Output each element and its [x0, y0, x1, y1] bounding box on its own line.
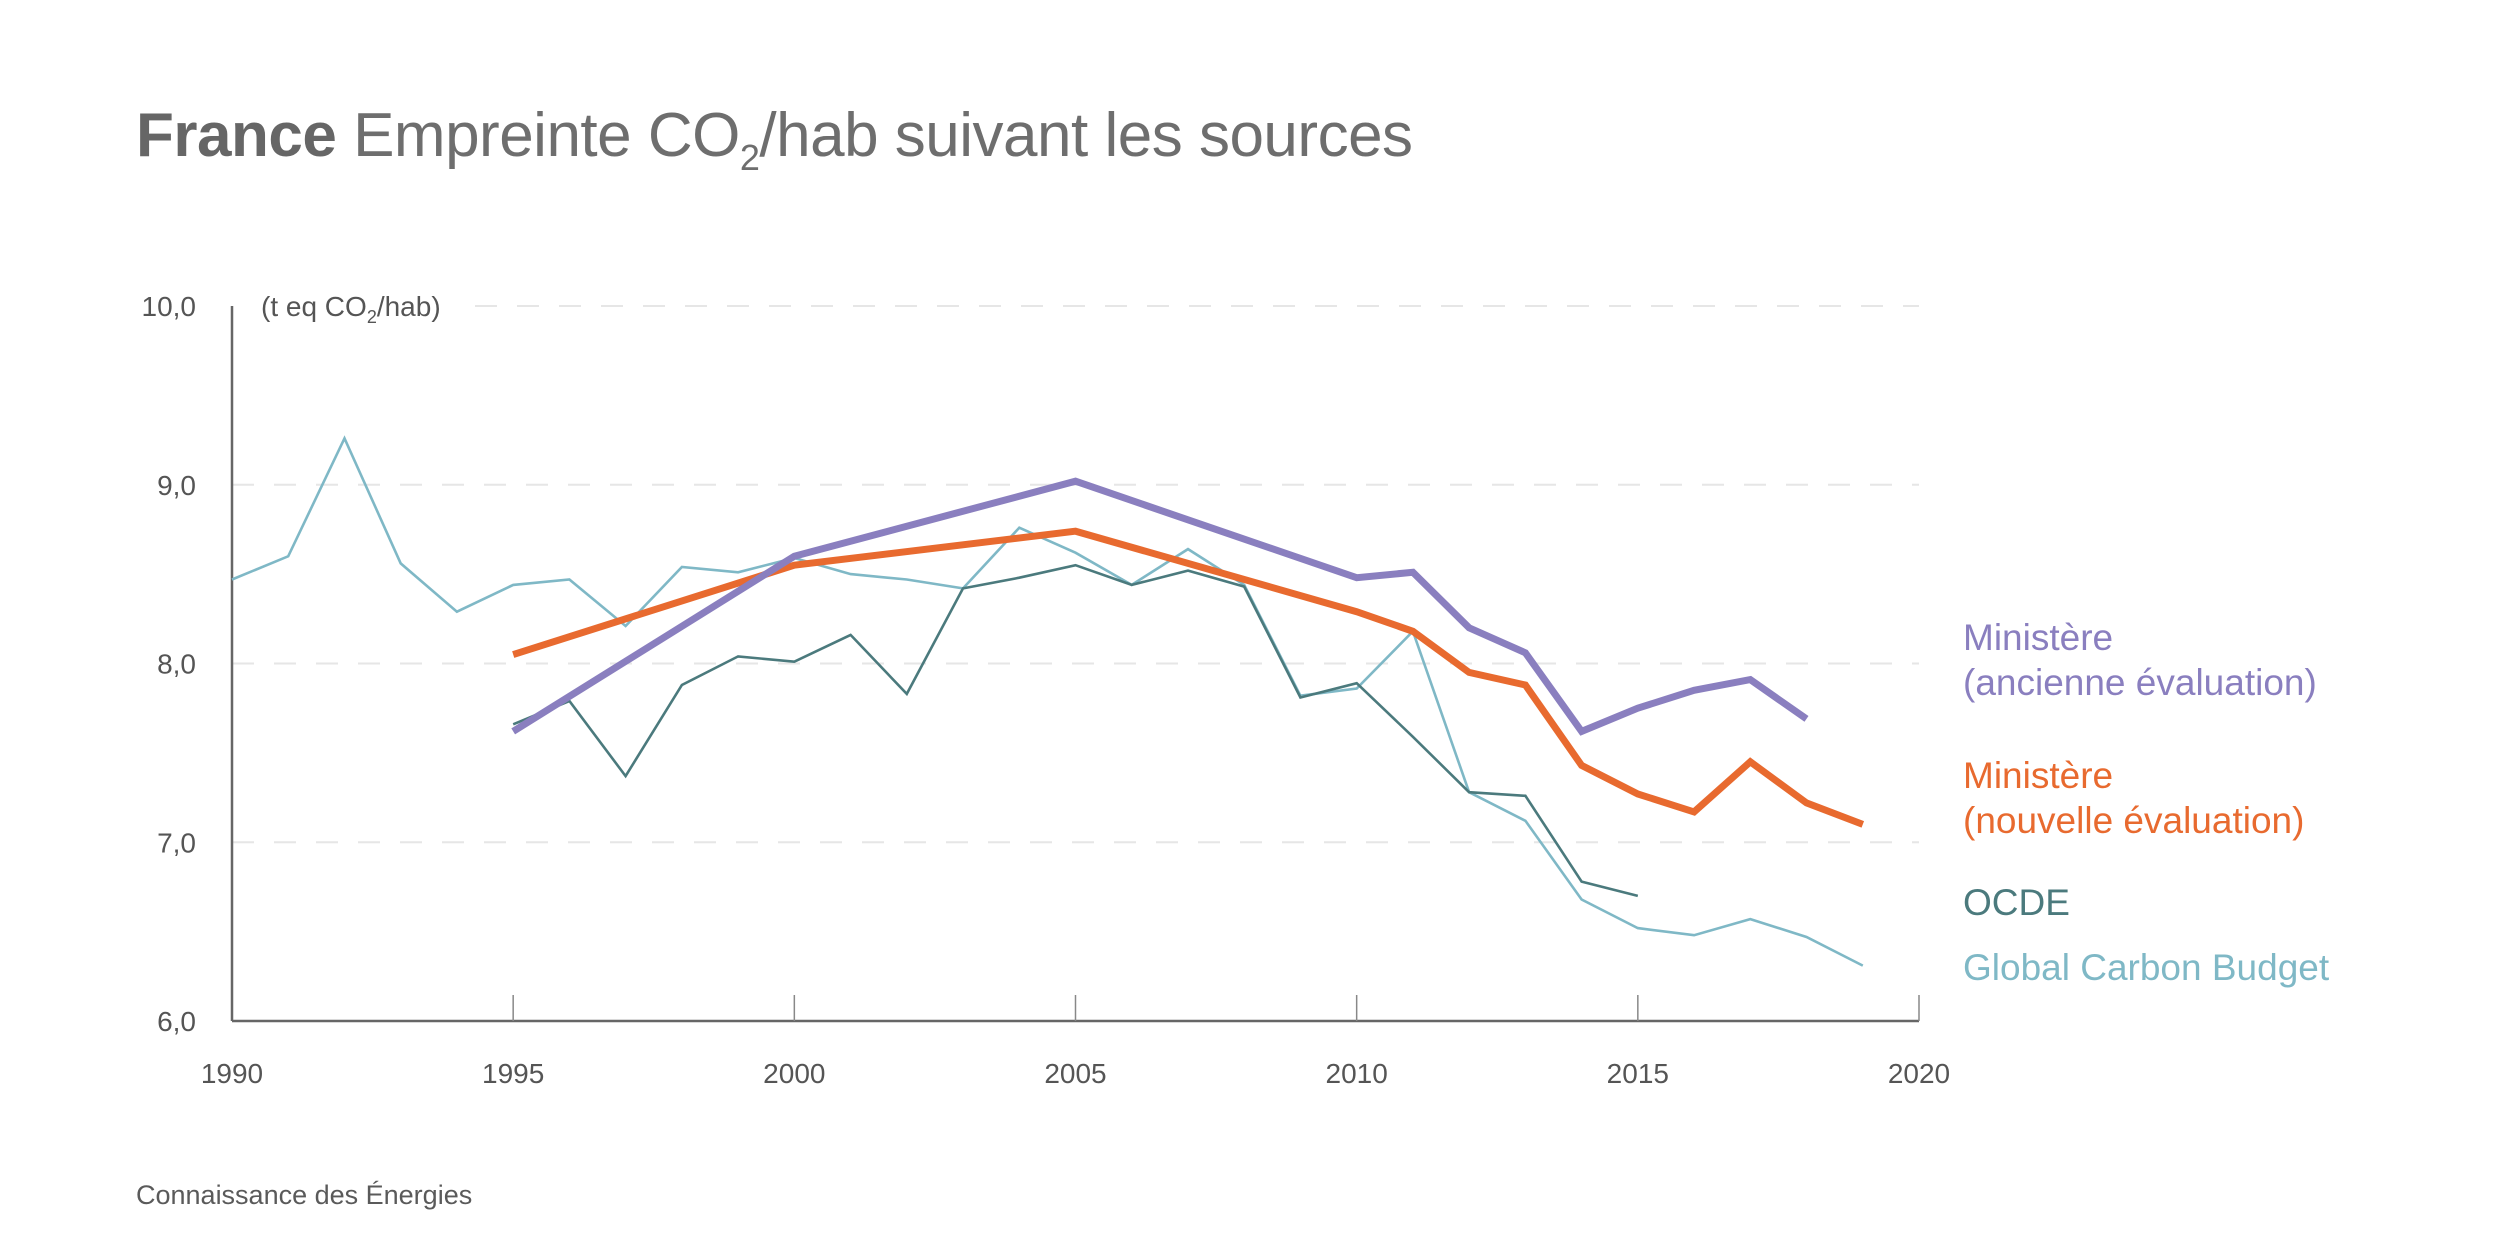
chart-title: France Empreinte CO2/hab suivant les sou…	[136, 100, 1413, 179]
legend-label: Ministère	[1963, 617, 2114, 658]
y-tick-label: 7,0	[157, 827, 196, 858]
series-line	[512, 563, 1639, 898]
series-2	[512, 563, 1639, 898]
legend-label: OCDE	[1963, 882, 2070, 923]
series-lines	[231, 435, 1865, 967]
series-3	[231, 435, 1864, 967]
y-tick-label: 9,0	[157, 470, 196, 501]
y-tick-label: 8,0	[157, 649, 196, 680]
x-tick-label: 1990	[201, 1058, 263, 1089]
legend-label: (ancienne évaluation)	[1963, 662, 2317, 703]
series-line	[511, 477, 1809, 736]
title-subscript: 2	[739, 137, 760, 178]
y-tick-label: 6,0	[157, 1006, 196, 1037]
tick-labels: 1990 1995 2000 2005 2010 2015 2020 6,0 7,0 8,0 9,0…	[142, 291, 1951, 1089]
x-tick-label: 2010	[1326, 1058, 1388, 1089]
legend-item: Global Carbon Budget	[1963, 945, 2329, 990]
legend-item: Ministère (nouvelle évaluation)	[1963, 753, 2304, 843]
source-credit: Connaissance des Énergies	[136, 1180, 473, 1210]
series-line	[231, 435, 1864, 967]
x-tick-label: 2005	[1044, 1058, 1106, 1089]
axes	[230, 306, 1920, 1023]
y-axis-unit-label: (t eq CO2/hab)	[261, 291, 441, 327]
gridlines	[232, 305, 1919, 844]
x-tick-label: 2015	[1607, 1058, 1669, 1089]
legend-item: OCDE	[1963, 880, 2070, 925]
series-1	[512, 527, 1865, 828]
title-text-end: /hab suivant les sources	[759, 101, 1413, 170]
title-text: Empreinte CO	[353, 101, 740, 170]
legend-item: Ministère (ancienne évaluation)	[1963, 615, 2317, 705]
x-tick-label: 2000	[763, 1058, 825, 1089]
x-tick-label: 2020	[1888, 1058, 1950, 1089]
series-line	[512, 527, 1865, 828]
series-0	[511, 477, 1809, 736]
y-tick-label: 10,0	[142, 291, 197, 322]
title-country: France	[136, 101, 337, 170]
x-tick-label: 1995	[482, 1058, 544, 1089]
legend-label: (nouvelle évaluation)	[1963, 800, 2305, 841]
legend-label: Ministère	[1963, 755, 2114, 796]
legend-label: Global Carbon Budget	[1963, 947, 2330, 988]
